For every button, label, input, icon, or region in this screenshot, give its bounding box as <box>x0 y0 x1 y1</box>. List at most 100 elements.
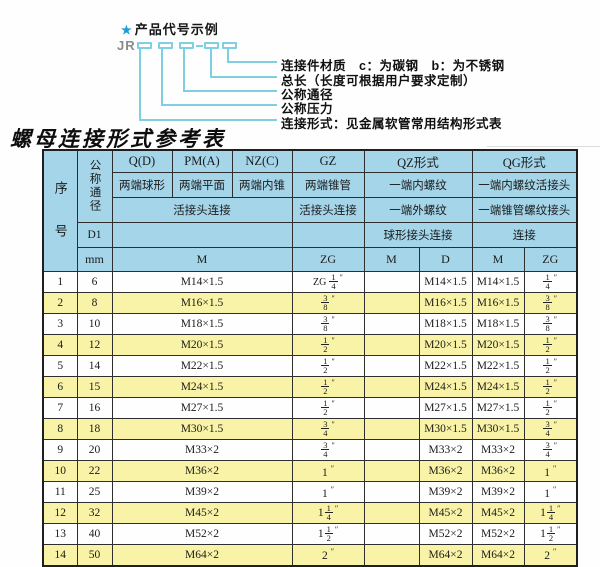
cell-mm: 10 <box>76 313 113 335</box>
cell-gz-size: 3 8 ″ <box>291 313 365 335</box>
callout-line <box>139 119 277 121</box>
cell-qz-m <box>363 376 420 398</box>
cell-qz-m <box>363 418 420 440</box>
header-cell-qz-ext-thread: 一端外螺纹 <box>363 196 473 224</box>
cell-qg-m: M30×1.5 <box>471 418 525 440</box>
cell-qg-m: M39×2 <box>471 481 525 503</box>
cell-mm: 6 <box>76 271 113 293</box>
header-cell-qd: Q(D) <box>111 149 173 174</box>
callout-connection: 连接形式：见金属软管常用结构形式表 <box>281 117 503 131</box>
cell-qz-m <box>363 397 420 419</box>
cell-qg-zg: 1 4 ″ <box>523 271 578 293</box>
table-row: 2 8 M16×1.5 3 8 ″ M16×1.5 M16×1.5 3 8 ″ <box>42 292 578 314</box>
cell-qg-m: M33×2 <box>471 439 525 461</box>
cell-gz-size: 1 2 ″ <box>291 397 365 419</box>
header-cell-serial: 序号 <box>42 149 78 272</box>
header-cell-qz-desc: 一端内螺纹 <box>363 172 473 198</box>
cell-qg-zg: 1 2 ″ <box>523 376 578 398</box>
cell-serial: 1 <box>42 271 78 293</box>
cell-m-thread: M24×1.5 <box>111 376 293 398</box>
cell-gz-size: 1 2 ″ <box>291 355 365 377</box>
header-cell-nzc: NZ(C) <box>231 149 293 174</box>
cell-m-thread: M20×1.5 <box>111 334 293 356</box>
cell-qz-m <box>363 313 420 335</box>
header-cell-m-span: M <box>111 246 293 273</box>
cell-mm: 50 <box>76 544 113 566</box>
cell-gz-size: 1 2 ″ <box>291 334 365 356</box>
cell-serial: 14 <box>42 544 78 566</box>
table-row: 6 15 M24×1.5 1 2 ″ M24×1.5 M24×1.5 1 2 ″ <box>42 376 578 398</box>
cell-qz-d: M20×1.5 <box>418 334 473 356</box>
cell-gz-size: 2 ″ <box>291 544 365 566</box>
header-cell-pma-desc: 两端平面 <box>171 172 233 198</box>
cell-serial: 11 <box>42 481 78 503</box>
cell-mm: 14 <box>76 355 113 377</box>
callout-length: 总长（长度可根据用户要求定制） <box>281 74 477 88</box>
cell-gz-size: 3 8 ″ <box>291 292 365 314</box>
header-cell-qg-taper-thread: 一端锥管螺纹接头 <box>471 196 578 224</box>
cell-qz-d: M14×1.5 <box>418 271 473 293</box>
cell-qz-m <box>363 523 420 545</box>
cell-qg-zg: 1 1 2 ″ <box>523 523 578 545</box>
cell-qg-zg: 3 8 ″ <box>523 292 578 314</box>
table-row: 5 14 M22×1.5 1 2 ″ M22×1.5 M22×1.5 1 2 ″ <box>42 355 578 377</box>
code-box-2 <box>158 42 173 49</box>
cell-m-thread: M52×2 <box>111 523 293 545</box>
cell-m-thread: M45×2 <box>111 502 293 524</box>
cell-mm: 18 <box>76 418 113 440</box>
cell-serial: 10 <box>42 460 78 482</box>
cell-serial: 8 <box>42 418 78 440</box>
cell-qz-d: M30×1.5 <box>418 418 473 440</box>
cell-mm: 15 <box>76 376 113 398</box>
header-row-3: 活接头连接 活接头连接 一端外螺纹 一端锥管螺纹接头 <box>43 196 578 224</box>
table-header: 序号 公称通径 Q(D) PM(A) NZ(C) GZ QZ形式 QG形式 两端… <box>42 149 578 273</box>
cell-gz-size: 1 ″ <box>291 460 365 482</box>
code-box-1 <box>137 42 152 49</box>
header-cell-gz: GZ <box>291 149 365 174</box>
callout-line <box>161 104 277 106</box>
code-prefix: JR <box>117 38 136 53</box>
cell-qz-d: M64×2 <box>418 544 473 566</box>
product-code-heading: ★ 产品代号示例 <box>121 19 219 38</box>
cell-qg-zg: 3 4 ″ <box>523 439 578 461</box>
cell-serial: 9 <box>42 439 78 461</box>
cell-qz-d: M45×2 <box>418 502 473 524</box>
callout-line <box>161 49 163 106</box>
cell-gz-size: 1 ″ <box>291 481 365 503</box>
cell-qg-m: M36×2 <box>471 460 525 482</box>
cell-mm: 22 <box>76 460 113 482</box>
header-cell-qz-m: M <box>363 246 420 273</box>
header-cell-qg-desc: 一端内螺纹活接头 <box>471 172 578 198</box>
cell-qg-m: M45×2 <box>471 502 525 524</box>
cell-serial: 5 <box>42 355 78 377</box>
header-cell-zg: ZG <box>291 246 365 273</box>
callout-diameter: 公称通径 <box>281 88 334 102</box>
callout-line <box>183 49 185 92</box>
cell-qz-m <box>363 544 420 566</box>
header-cell-pma: PM(A) <box>171 149 233 174</box>
cell-qg-zg: 2 ″ <box>523 544 578 566</box>
cell-mm: 25 <box>76 481 113 503</box>
cell-m-thread: M14×1.5 <box>111 271 293 293</box>
header-cell-gz-union-join: 活接头连接 <box>291 196 365 224</box>
header-cell-ball-joint: 球形接头连接 <box>363 222 473 248</box>
cell-qz-m <box>363 292 420 314</box>
cell-qg-zg: 1 2 ″ <box>523 397 578 419</box>
page-title: 螺母连接形式参考表 <box>10 126 226 151</box>
callout-line <box>139 49 141 121</box>
cell-serial: 2 <box>42 292 78 314</box>
cell-m-thread: M16×1.5 <box>111 292 293 314</box>
table-row: 1 6 M14×1.5 ZG 1 4 ″ M14×1.5 M14×1.5 1 4 ″ <box>42 271 578 293</box>
header-row-1: 序号 公称通径 Q(D) PM(A) NZ(C) GZ QZ形式 QG形式 <box>42 149 578 272</box>
callout-line <box>183 90 277 92</box>
cell-qz-m <box>363 355 420 377</box>
cell-serial: 6 <box>42 376 78 398</box>
header-cell-blank-span <box>111 222 293 248</box>
cell-m-thread: M39×2 <box>111 481 293 503</box>
cell-m-thread: M33×2 <box>111 439 293 461</box>
cell-gz-size: 3 4 ″ <box>291 418 365 440</box>
cell-m-thread: M22×1.5 <box>111 355 293 377</box>
table-row: 13 40 M52×2 1 1 2 ″ M52×2 M52×2 1 1 2 ″ <box>42 523 578 545</box>
cell-qg-zg: 1 ″ <box>523 481 578 503</box>
